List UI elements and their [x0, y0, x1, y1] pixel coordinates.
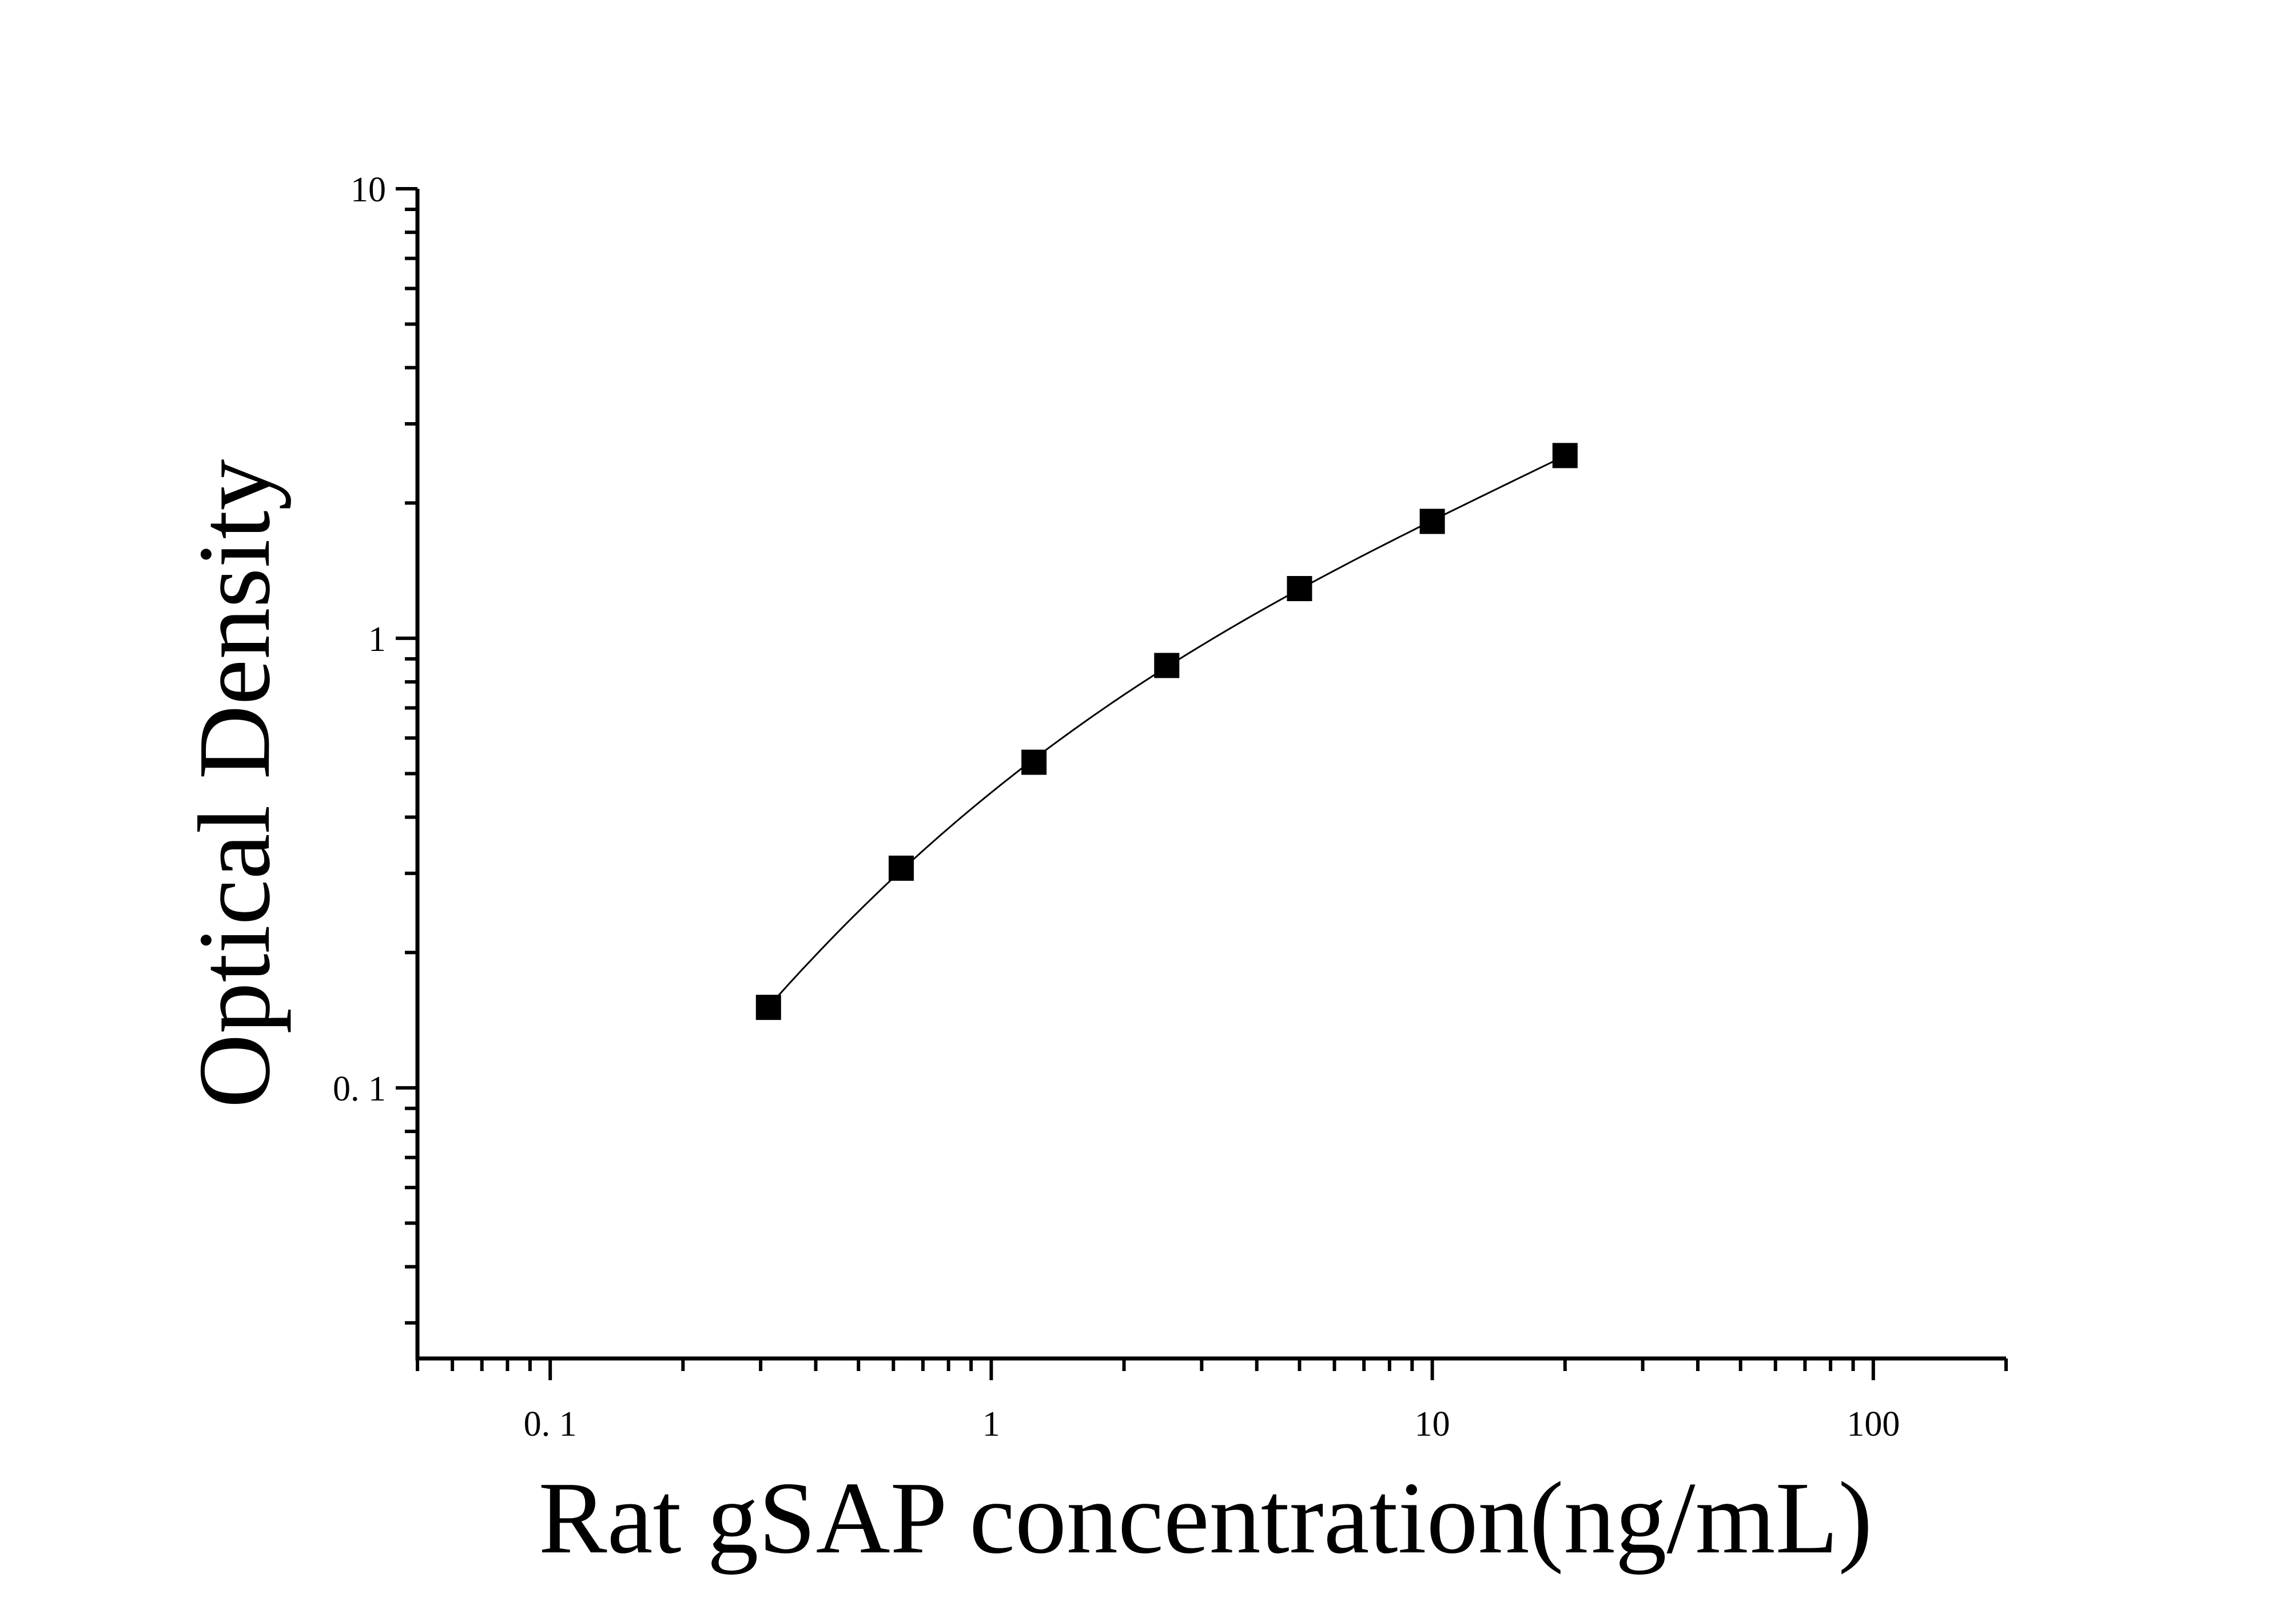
y-tick-label: 0. 1 [333, 1070, 386, 1109]
data-point [1287, 576, 1312, 602]
y-tick-label: 10 [351, 170, 386, 209]
x-tick-label: 1 [982, 1405, 1000, 1444]
tick-labels-layer: 0. 1 1 10 100 0. 1 1 10 [333, 170, 1900, 1444]
x-axis-title: Rat gSAP concentration(ng/mL) [539, 1461, 1873, 1575]
x-tick-label: 0. 1 [524, 1405, 577, 1444]
x-tick-label: 10 [1415, 1405, 1450, 1444]
data-points-layer [755, 443, 1578, 1020]
fit-curve [767, 455, 1566, 1008]
data-point [755, 995, 781, 1020]
y-tick-label: 1 [368, 620, 386, 659]
y-axis-title: Optical Density [177, 459, 291, 1109]
data-point [1419, 508, 1445, 534]
data-point [1154, 653, 1180, 678]
x-tick-label: 100 [1847, 1405, 1900, 1444]
data-point [1021, 749, 1047, 775]
data-point [888, 855, 914, 881]
axes [396, 187, 2008, 1380]
fit-curve-layer [767, 455, 1566, 1008]
data-point [1552, 443, 1578, 468]
